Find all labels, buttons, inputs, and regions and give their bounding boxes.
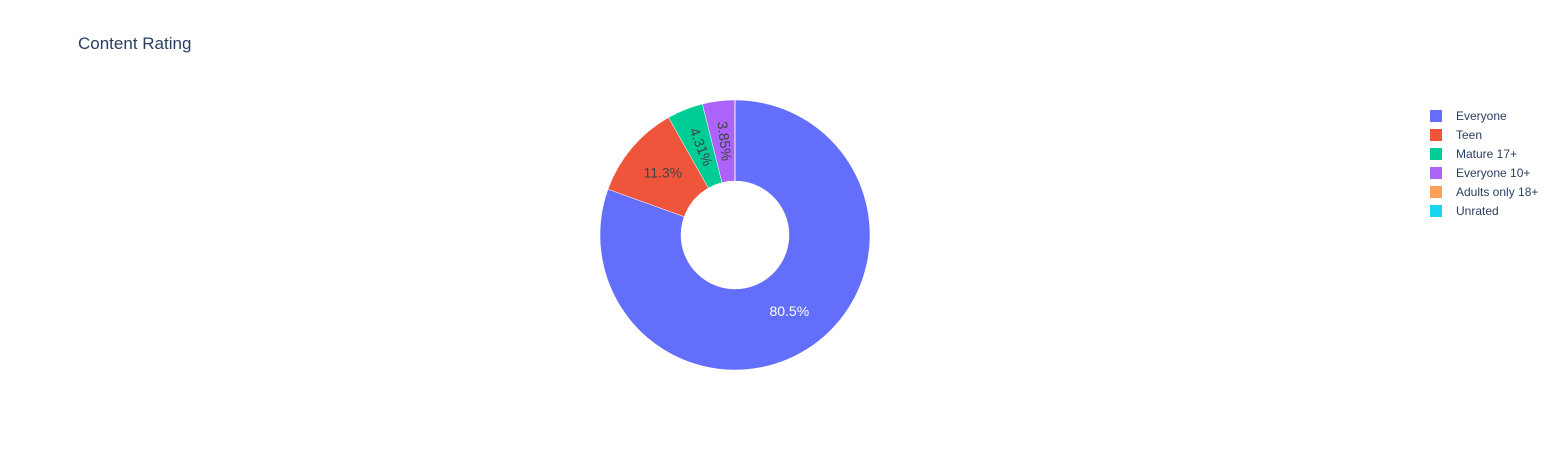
legend-label: Everyone 10+ [1456, 165, 1531, 180]
slice-label: 80.5% [769, 303, 809, 319]
legend: Everyone Teen Mature 17+ Everyone 10+ Adults… [1430, 106, 1538, 220]
legend-swatch [1430, 147, 1442, 160]
legend-item[interactable]: Everyone 10+ [1430, 163, 1538, 182]
legend-label: Teen [1456, 127, 1483, 142]
legend-swatch [1430, 109, 1442, 122]
chart-title: Content Rating [78, 34, 192, 53]
legend-label: Mature 17+ [1456, 146, 1518, 161]
legend-label: Everyone [1456, 108, 1507, 123]
slice-label: 11.3% [643, 165, 682, 181]
legend-item[interactable]: Everyone [1430, 106, 1538, 125]
legend-item[interactable]: Teen [1430, 125, 1538, 144]
legend-item[interactable]: Unrated [1430, 201, 1538, 220]
legend-item[interactable]: Mature 17+ [1430, 144, 1538, 163]
slice-label: 3.85% [714, 120, 735, 161]
legend-swatch [1430, 166, 1442, 179]
legend-label: Adults only 18+ [1456, 184, 1539, 199]
legend-item[interactable]: Adults only 18+ [1430, 182, 1538, 201]
legend-swatch [1430, 185, 1442, 198]
legend-swatch [1430, 128, 1442, 141]
legend-label: Unrated [1456, 203, 1499, 218]
legend-swatch [1430, 204, 1442, 217]
